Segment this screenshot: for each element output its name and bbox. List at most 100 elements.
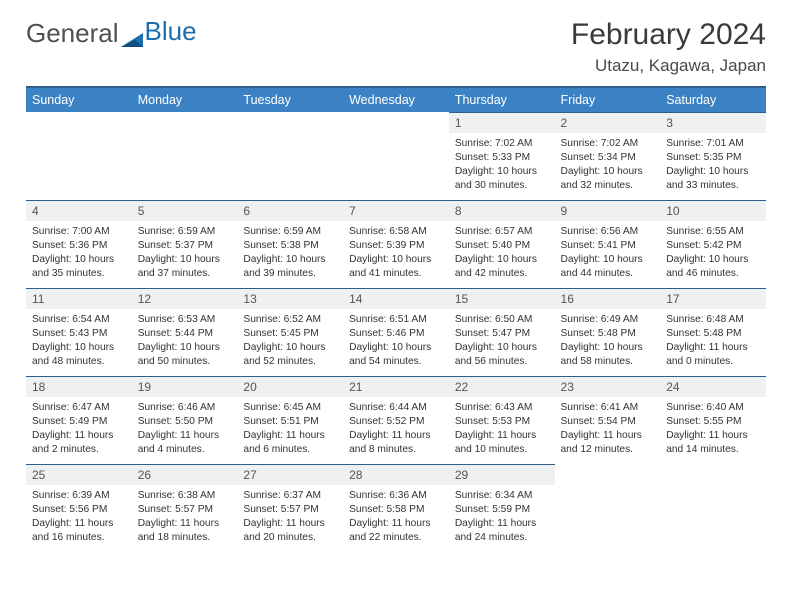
day-number: 16: [555, 288, 661, 309]
calendar-cell: 15Sunrise: 6:50 AMSunset: 5:47 PMDayligh…: [449, 288, 555, 376]
day-details: Sunrise: 6:48 AMSunset: 5:48 PMDaylight:…: [660, 309, 766, 375]
day-number: 9: [555, 200, 661, 221]
daylight-text: Daylight: 11 hours and 4 minutes.: [138, 429, 232, 457]
day-number: 22: [449, 376, 555, 397]
day-number: 14: [343, 288, 449, 309]
sunset-text: Sunset: 5:47 PM: [455, 327, 549, 341]
daylight-text: Daylight: 11 hours and 8 minutes.: [349, 429, 443, 457]
sunrise-text: Sunrise: 7:01 AM: [666, 137, 760, 151]
day-number: 23: [555, 376, 661, 397]
day-details: Sunrise: 6:59 AMSunset: 5:37 PMDaylight:…: [132, 221, 238, 287]
day-number: 7: [343, 200, 449, 221]
day-number: 12: [132, 288, 238, 309]
calendar-cell: [132, 112, 238, 200]
sunset-text: Sunset: 5:44 PM: [138, 327, 232, 341]
sunset-text: Sunset: 5:42 PM: [666, 239, 760, 253]
calendar-cell: [343, 112, 449, 200]
calendar-cell: 21Sunrise: 6:44 AMSunset: 5:52 PMDayligh…: [343, 376, 449, 464]
day-details: Sunrise: 6:51 AMSunset: 5:46 PMDaylight:…: [343, 309, 449, 375]
day-details: Sunrise: 6:57 AMSunset: 5:40 PMDaylight:…: [449, 221, 555, 287]
calendar-row: 4Sunrise: 7:00 AMSunset: 5:36 PMDaylight…: [26, 200, 766, 288]
day-details: Sunrise: 7:00 AMSunset: 5:36 PMDaylight:…: [26, 221, 132, 287]
sunrise-text: Sunrise: 6:43 AM: [455, 401, 549, 415]
sunset-text: Sunset: 5:55 PM: [666, 415, 760, 429]
calendar-cell: 11Sunrise: 6:54 AMSunset: 5:43 PMDayligh…: [26, 288, 132, 376]
daylight-text: Daylight: 11 hours and 18 minutes.: [138, 517, 232, 545]
sunset-text: Sunset: 5:45 PM: [243, 327, 337, 341]
day-number: 8: [449, 200, 555, 221]
calendar-cell: 28Sunrise: 6:36 AMSunset: 5:58 PMDayligh…: [343, 464, 449, 552]
sail-icon: [119, 25, 145, 43]
day-number: 17: [660, 288, 766, 309]
sunset-text: Sunset: 5:54 PM: [561, 415, 655, 429]
sunrise-text: Sunrise: 6:37 AM: [243, 489, 337, 503]
calendar-cell: 24Sunrise: 6:40 AMSunset: 5:55 PMDayligh…: [660, 376, 766, 464]
sunrise-text: Sunrise: 7:02 AM: [455, 137, 549, 151]
daylight-text: Daylight: 10 hours and 52 minutes.: [243, 341, 337, 369]
day-number: 1: [449, 112, 555, 133]
calendar-cell: 12Sunrise: 6:53 AMSunset: 5:44 PMDayligh…: [132, 288, 238, 376]
calendar-cell: 23Sunrise: 6:41 AMSunset: 5:54 PMDayligh…: [555, 376, 661, 464]
day-details: Sunrise: 6:34 AMSunset: 5:59 PMDaylight:…: [449, 485, 555, 551]
sunrise-text: Sunrise: 6:44 AM: [349, 401, 443, 415]
weekday-header-row: Sunday Monday Tuesday Wednesday Thursday…: [26, 87, 766, 112]
daylight-text: Daylight: 10 hours and 37 minutes.: [138, 253, 232, 281]
sunset-text: Sunset: 5:43 PM: [32, 327, 126, 341]
day-number: 26: [132, 464, 238, 485]
daylight-text: Daylight: 10 hours and 44 minutes.: [561, 253, 655, 281]
logo: General Blue: [26, 18, 197, 49]
day-details: Sunrise: 6:50 AMSunset: 5:47 PMDaylight:…: [449, 309, 555, 375]
day-details: Sunrise: 6:55 AMSunset: 5:42 PMDaylight:…: [660, 221, 766, 287]
day-number: 18: [26, 376, 132, 397]
calendar-cell: 25Sunrise: 6:39 AMSunset: 5:56 PMDayligh…: [26, 464, 132, 552]
calendar-cell: 16Sunrise: 6:49 AMSunset: 5:48 PMDayligh…: [555, 288, 661, 376]
day-number: 19: [132, 376, 238, 397]
day-details: Sunrise: 6:44 AMSunset: 5:52 PMDaylight:…: [343, 397, 449, 463]
sunrise-text: Sunrise: 6:34 AM: [455, 489, 549, 503]
sunset-text: Sunset: 5:51 PM: [243, 415, 337, 429]
daylight-text: Daylight: 11 hours and 10 minutes.: [455, 429, 549, 457]
calendar-cell: 18Sunrise: 6:47 AMSunset: 5:49 PMDayligh…: [26, 376, 132, 464]
day-details: Sunrise: 6:37 AMSunset: 5:57 PMDaylight:…: [237, 485, 343, 551]
sunrise-text: Sunrise: 6:57 AM: [455, 225, 549, 239]
sunset-text: Sunset: 5:41 PM: [561, 239, 655, 253]
calendar-cell: 9Sunrise: 6:56 AMSunset: 5:41 PMDaylight…: [555, 200, 661, 288]
day-details: Sunrise: 6:46 AMSunset: 5:50 PMDaylight:…: [132, 397, 238, 463]
day-number: 20: [237, 376, 343, 397]
weekday-header: Thursday: [449, 87, 555, 112]
day-number: 28: [343, 464, 449, 485]
sunset-text: Sunset: 5:36 PM: [32, 239, 126, 253]
sunset-text: Sunset: 5:48 PM: [561, 327, 655, 341]
daylight-text: Daylight: 11 hours and 22 minutes.: [349, 517, 443, 545]
day-details: Sunrise: 6:40 AMSunset: 5:55 PMDaylight:…: [660, 397, 766, 463]
sunset-text: Sunset: 5:48 PM: [666, 327, 760, 341]
weekday-header: Monday: [132, 87, 238, 112]
calendar-cell: 6Sunrise: 6:59 AMSunset: 5:38 PMDaylight…: [237, 200, 343, 288]
daylight-text: Daylight: 11 hours and 16 minutes.: [32, 517, 126, 545]
day-number: 10: [660, 200, 766, 221]
sunrise-text: Sunrise: 6:40 AM: [666, 401, 760, 415]
daylight-text: Daylight: 10 hours and 32 minutes.: [561, 165, 655, 193]
sunrise-text: Sunrise: 7:00 AM: [32, 225, 126, 239]
sunrise-text: Sunrise: 6:58 AM: [349, 225, 443, 239]
sunset-text: Sunset: 5:58 PM: [349, 503, 443, 517]
day-details: Sunrise: 6:38 AMSunset: 5:57 PMDaylight:…: [132, 485, 238, 551]
day-details: Sunrise: 7:01 AMSunset: 5:35 PMDaylight:…: [660, 133, 766, 199]
calendar-cell: 26Sunrise: 6:38 AMSunset: 5:57 PMDayligh…: [132, 464, 238, 552]
sunrise-text: Sunrise: 7:02 AM: [561, 137, 655, 151]
header: General Blue February 2024 Utazu, Kagawa…: [26, 18, 766, 76]
weekday-header: Friday: [555, 87, 661, 112]
sunset-text: Sunset: 5:57 PM: [243, 503, 337, 517]
calendar-row: 1Sunrise: 7:02 AMSunset: 5:33 PMDaylight…: [26, 112, 766, 200]
calendar-cell: 3Sunrise: 7:01 AMSunset: 5:35 PMDaylight…: [660, 112, 766, 200]
calendar-row: 18Sunrise: 6:47 AMSunset: 5:49 PMDayligh…: [26, 376, 766, 464]
sunset-text: Sunset: 5:37 PM: [138, 239, 232, 253]
day-details: Sunrise: 6:47 AMSunset: 5:49 PMDaylight:…: [26, 397, 132, 463]
sunset-text: Sunset: 5:39 PM: [349, 239, 443, 253]
calendar-cell: [555, 464, 661, 552]
calendar-cell: 20Sunrise: 6:45 AMSunset: 5:51 PMDayligh…: [237, 376, 343, 464]
daylight-text: Daylight: 10 hours and 42 minutes.: [455, 253, 549, 281]
weekday-header: Tuesday: [237, 87, 343, 112]
sunset-text: Sunset: 5:49 PM: [32, 415, 126, 429]
calendar-cell: 17Sunrise: 6:48 AMSunset: 5:48 PMDayligh…: [660, 288, 766, 376]
